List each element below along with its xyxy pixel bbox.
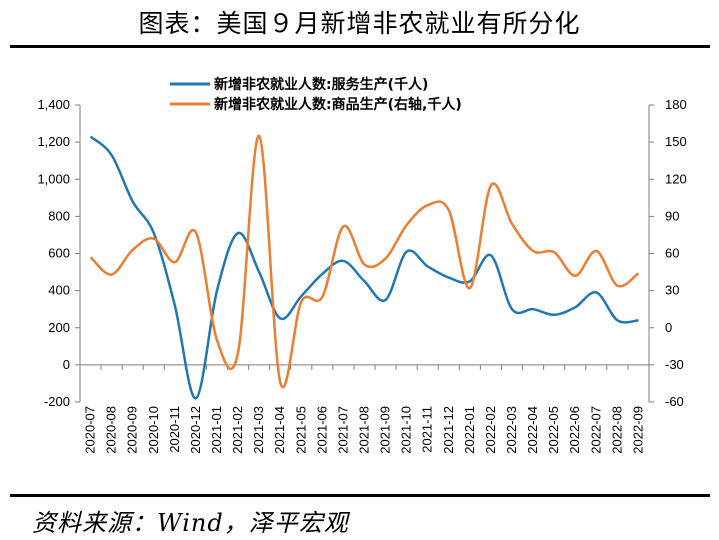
right-tick-label: 120	[665, 171, 687, 186]
x-tick-label: 2022-04	[525, 406, 540, 454]
x-tick-label: 2022-03	[504, 406, 519, 454]
x-tick-label: 2020-10	[146, 406, 161, 454]
left-tick-label: 800	[48, 208, 70, 223]
x-tick-label: 2020-07	[83, 406, 98, 454]
x-tick-label: 2020-11	[167, 406, 182, 453]
title-divider	[10, 45, 710, 48]
left-tick-label: 600	[48, 246, 70, 261]
axes: -200 0 200 400 600 800 1,000 1,200 1,400 -60 -30 0 3…	[37, 97, 686, 454]
left-tick-label: -200	[44, 394, 70, 409]
legend: 新增非农就业人数:服务生产(千人) 新增非农就业人数:商品生产(右轴,千人)	[170, 76, 462, 113]
x-tick-label: 2020-08	[104, 406, 119, 454]
x-tick-label: 2022-06	[567, 406, 582, 454]
right-tick-label: 150	[665, 134, 687, 149]
right-tick-label: -30	[665, 357, 684, 372]
legend-label-goods: 新增非农就业人数:商品生产(右轴,千人)	[214, 96, 462, 113]
x-tick-label: 2021-11	[420, 406, 435, 453]
x-tick-label: 2021-08	[357, 406, 372, 454]
right-tick-label: 30	[665, 283, 679, 298]
left-tick-label: 200	[48, 320, 70, 335]
right-tick-label: -60	[665, 394, 684, 409]
right-tick-label: 0	[665, 320, 672, 335]
x-tick-label: 2021-09	[378, 406, 393, 454]
right-tick-label: 60	[665, 246, 679, 261]
left-tick-label: 400	[48, 283, 70, 298]
legend-label-services: 新增非农就业人数:服务生产(千人)	[214, 76, 428, 93]
x-tick-label: 2022-01	[462, 406, 477, 454]
chart-title: 图表：美国９月新增非农就业有所分化	[138, 9, 581, 38]
x-tick-label: 2021-04	[272, 406, 287, 454]
source-note: 资料来源：Wind，泽平宏观	[32, 509, 349, 537]
x-tick-label: 2021-05	[293, 406, 308, 454]
x-tick-label: 2021-02	[230, 406, 245, 454]
x-tick-label: 2021-03	[251, 406, 266, 454]
x-tick-label: 2022-09	[630, 406, 645, 454]
right-tick-label: 90	[665, 208, 679, 223]
x-tick-label: 2020-09	[125, 406, 140, 454]
x-tick-label: 2020-12	[188, 406, 203, 454]
left-tick-label: 1,200	[37, 134, 70, 149]
x-tick-label: 2022-05	[546, 406, 561, 454]
series-line-services	[89, 135, 639, 400]
x-tick-label: 2021-06	[314, 406, 329, 454]
source-divider	[10, 494, 710, 497]
x-tick-label: 2022-02	[483, 406, 498, 454]
x-tick-label: 2021-01	[209, 406, 224, 454]
series-line-goods	[89, 134, 640, 389]
x-tick-label: 2021-10	[399, 406, 414, 454]
left-tick-label: 1,400	[37, 97, 70, 112]
x-tick-label: 2021-12	[441, 406, 456, 454]
line-chart: -200 0 200 400 600 800 1,000 1,200 1,400 -60 -30 0 3…	[37, 76, 686, 454]
right-tick-label: 180	[665, 97, 687, 112]
x-tick-label: 2022-08	[609, 406, 624, 454]
series-lines	[89, 134, 640, 400]
left-tick-label: 0	[63, 357, 70, 372]
left-tick-label: 1,000	[37, 171, 70, 186]
x-tick-label: 2021-07	[335, 406, 350, 454]
x-tick-label: 2022-07	[588, 406, 603, 454]
